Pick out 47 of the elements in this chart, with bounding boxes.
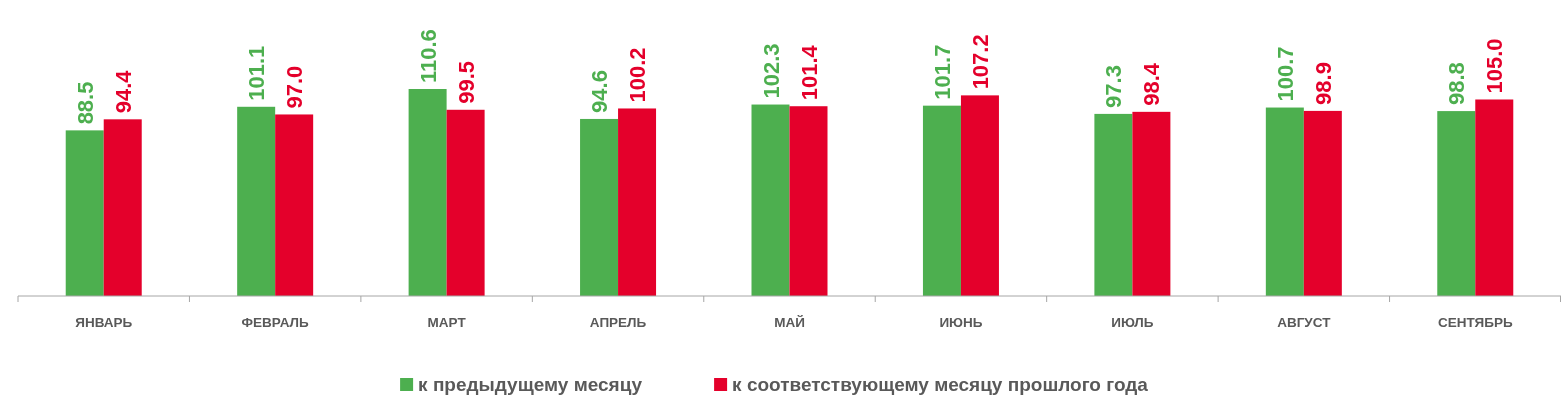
x-tick-label: ФЕВРАЛЬ <box>241 315 310 330</box>
bar <box>618 108 657 296</box>
data-label: 94.4 <box>110 69 136 114</box>
x-tick-label: АПРЕЛЬ <box>589 315 647 330</box>
x-tick-label: ИЮЛЬ <box>1111 315 1154 330</box>
legend-label: к соответствующему месяцу прошлого года <box>732 374 1149 395</box>
data-label: 100.2 <box>625 47 651 103</box>
x-tick-label: ЯНВАРЬ <box>75 315 133 330</box>
data-label: 98.4 <box>1139 62 1165 106</box>
bar <box>446 109 485 296</box>
data-label: 105.0 <box>1482 38 1508 94</box>
data-label: 97.3 <box>1101 65 1127 108</box>
bar <box>789 106 828 296</box>
data-label: 101.7 <box>929 44 955 100</box>
data-label: 98.9 <box>1310 62 1336 105</box>
bar <box>1475 99 1514 296</box>
bar <box>922 105 961 296</box>
bar <box>1265 107 1304 296</box>
data-label: 100.7 <box>1272 46 1298 102</box>
bar <box>960 95 999 296</box>
bar <box>65 130 104 296</box>
data-label: 97.0 <box>282 65 308 109</box>
bar <box>1437 111 1476 296</box>
data-label: 98.8 <box>1444 62 1470 106</box>
bar <box>580 118 619 296</box>
bar <box>1132 111 1171 296</box>
bar <box>103 119 142 296</box>
x-tick-label: ИЮНЬ <box>939 315 983 330</box>
bar <box>408 89 447 296</box>
data-label: 101.4 <box>796 44 822 101</box>
data-label: 102.3 <box>758 43 784 99</box>
data-label: 88.5 <box>72 81 98 125</box>
bar <box>751 104 790 296</box>
x-tick-label: МАРТ <box>427 315 467 330</box>
x-tick-label: СЕНТЯБРЬ <box>1437 315 1513 330</box>
data-label: 94.6 <box>587 70 613 113</box>
data-label: 110.6 <box>415 29 441 84</box>
x-tick-label: МАЙ <box>774 315 805 330</box>
bar <box>275 114 314 296</box>
data-label: 99.5 <box>453 60 479 104</box>
legend-label: к предыдущему месяцу <box>418 374 643 395</box>
bar <box>1094 113 1133 296</box>
data-label: 107.2 <box>967 34 993 90</box>
bar <box>1303 110 1342 296</box>
x-tick-label: АВГУСТ <box>1277 315 1332 330</box>
bar <box>237 106 276 296</box>
data-label: 101.1 <box>244 45 270 101</box>
